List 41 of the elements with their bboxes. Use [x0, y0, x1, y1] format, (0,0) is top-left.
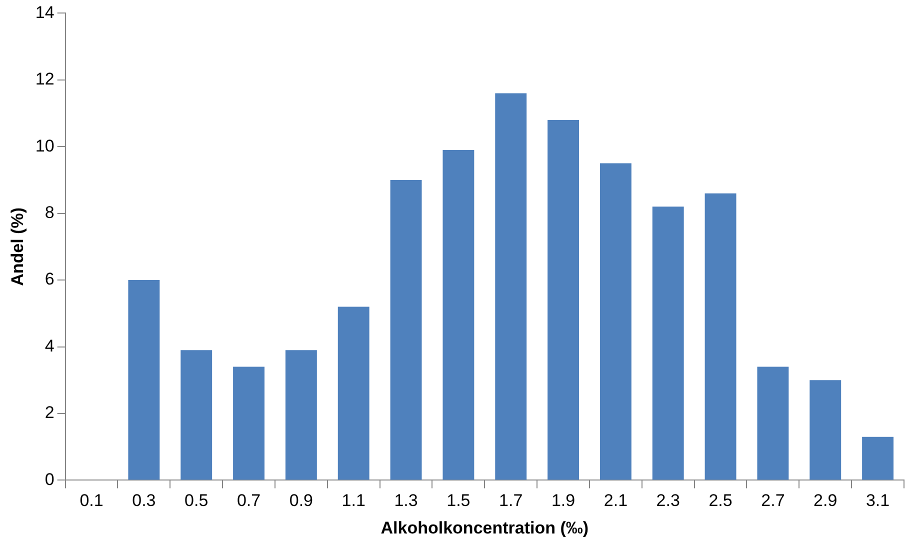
bar — [704, 193, 736, 480]
bar — [442, 150, 474, 480]
bar — [862, 436, 894, 480]
x-tick-label: 1.7 — [499, 491, 523, 510]
x-tick-label: 2.3 — [656, 491, 680, 510]
bar — [233, 366, 264, 480]
y-tick-label: 14 — [35, 2, 54, 22]
y-tick-label: 2 — [44, 403, 54, 422]
x-tick-label: 0.7 — [236, 491, 261, 510]
bar — [495, 93, 527, 480]
bar — [285, 350, 317, 480]
x-tick-label: 1.1 — [342, 491, 366, 510]
y-tick-label: 6 — [44, 270, 54, 289]
bar — [180, 350, 212, 480]
x-tick-label: 2.7 — [761, 491, 785, 510]
x-tick-label: 2.1 — [604, 491, 628, 510]
bar — [338, 306, 370, 480]
x-tick-label: 3.1 — [866, 491, 890, 510]
x-tick-label: 1.3 — [394, 491, 418, 510]
x-tick-label: 0.5 — [184, 491, 208, 510]
x-tick-label: 2.9 — [814, 491, 838, 510]
x-tick-label: 1.5 — [446, 491, 470, 510]
x-tick-label: 0.1 — [80, 491, 104, 510]
x-tick-label: 1.9 — [551, 491, 576, 510]
y-tick-label: 4 — [44, 336, 54, 356]
x-tick-label: 0.9 — [289, 491, 314, 510]
bar — [128, 280, 160, 480]
y-tick-label: 8 — [44, 203, 54, 222]
bar — [548, 120, 580, 480]
y-tick-label: 10 — [35, 136, 54, 156]
x-axis-title: Alkoholkoncentration (‰) — [380, 518, 589, 538]
y-tick-label: 0 — [44, 470, 54, 489]
bar — [757, 366, 789, 480]
y-tick-label: 12 — [35, 70, 54, 89]
bar — [600, 163, 632, 480]
bar — [652, 206, 684, 480]
y-axis-title: Andel (%) — [8, 208, 27, 286]
x-tick-label: 2.5 — [708, 491, 732, 510]
bar — [810, 380, 842, 480]
x-tick-label: 0.3 — [132, 491, 156, 510]
bar — [390, 180, 422, 480]
